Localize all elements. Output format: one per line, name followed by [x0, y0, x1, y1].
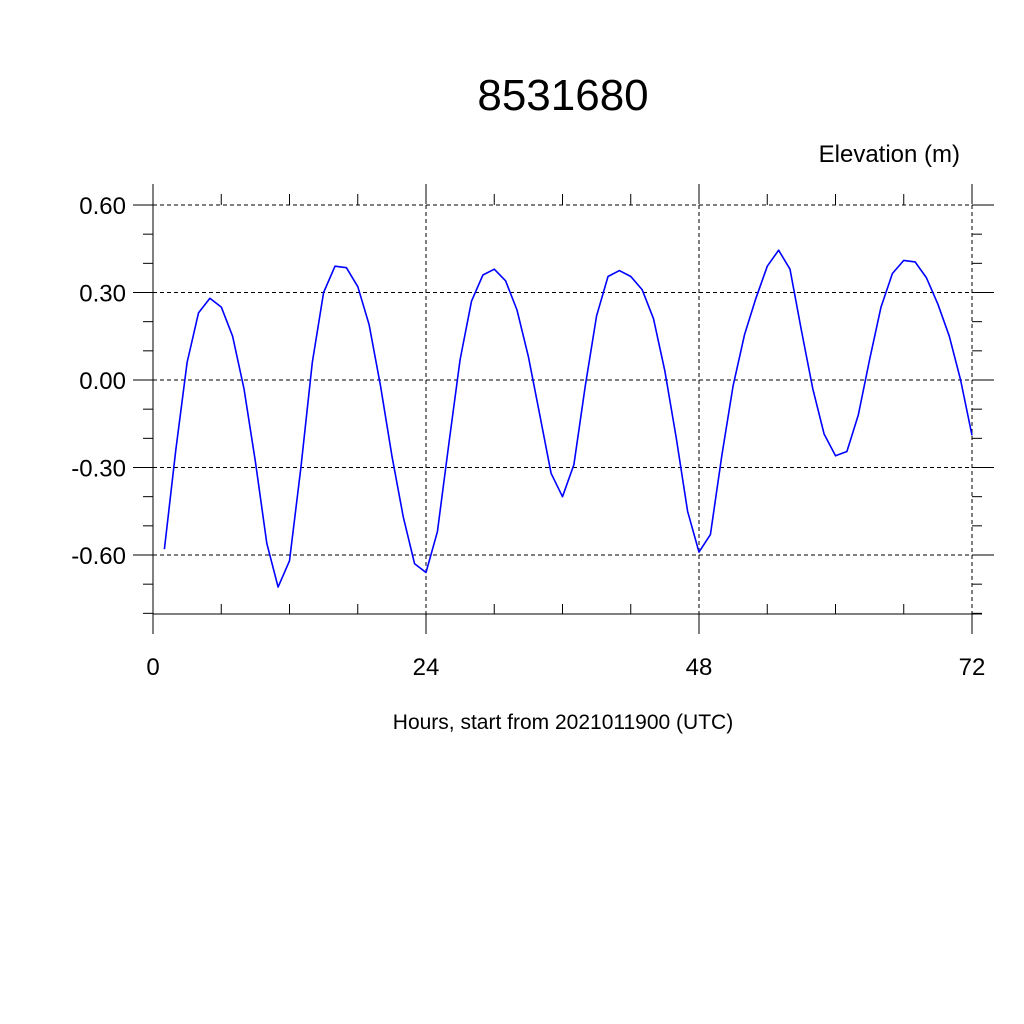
y-tick-labels: 0.60 0.30 0.00 -0.30 -0.60	[71, 193, 126, 570]
plot-frame	[152, 184, 982, 615]
y-axis-unit-label: Elevation (m)	[819, 141, 960, 168]
y-tick-label: 0.60	[79, 193, 126, 220]
x-tick-label: 24	[413, 654, 440, 681]
x-tick-label: 48	[686, 654, 713, 681]
y-tick-label: 0.00	[79, 368, 126, 395]
chart-title: 8531680	[477, 71, 648, 120]
y-tick-label: 0.30	[79, 280, 126, 307]
series-line	[163, 249, 973, 588]
y-tick-label: -0.30	[71, 456, 126, 483]
x-tick-labels: 0 24 48 72	[146, 654, 985, 681]
x-axis-label: Hours, start from 2021011900 (UTC)	[393, 711, 733, 734]
x-tick-label: 72	[959, 654, 986, 681]
axis-ticks	[133, 184, 994, 634]
series-group	[163, 249, 973, 588]
grid-lines	[153, 184, 994, 614]
x-tick-label: 0	[146, 654, 159, 681]
y-tick-label: -0.60	[71, 543, 126, 570]
